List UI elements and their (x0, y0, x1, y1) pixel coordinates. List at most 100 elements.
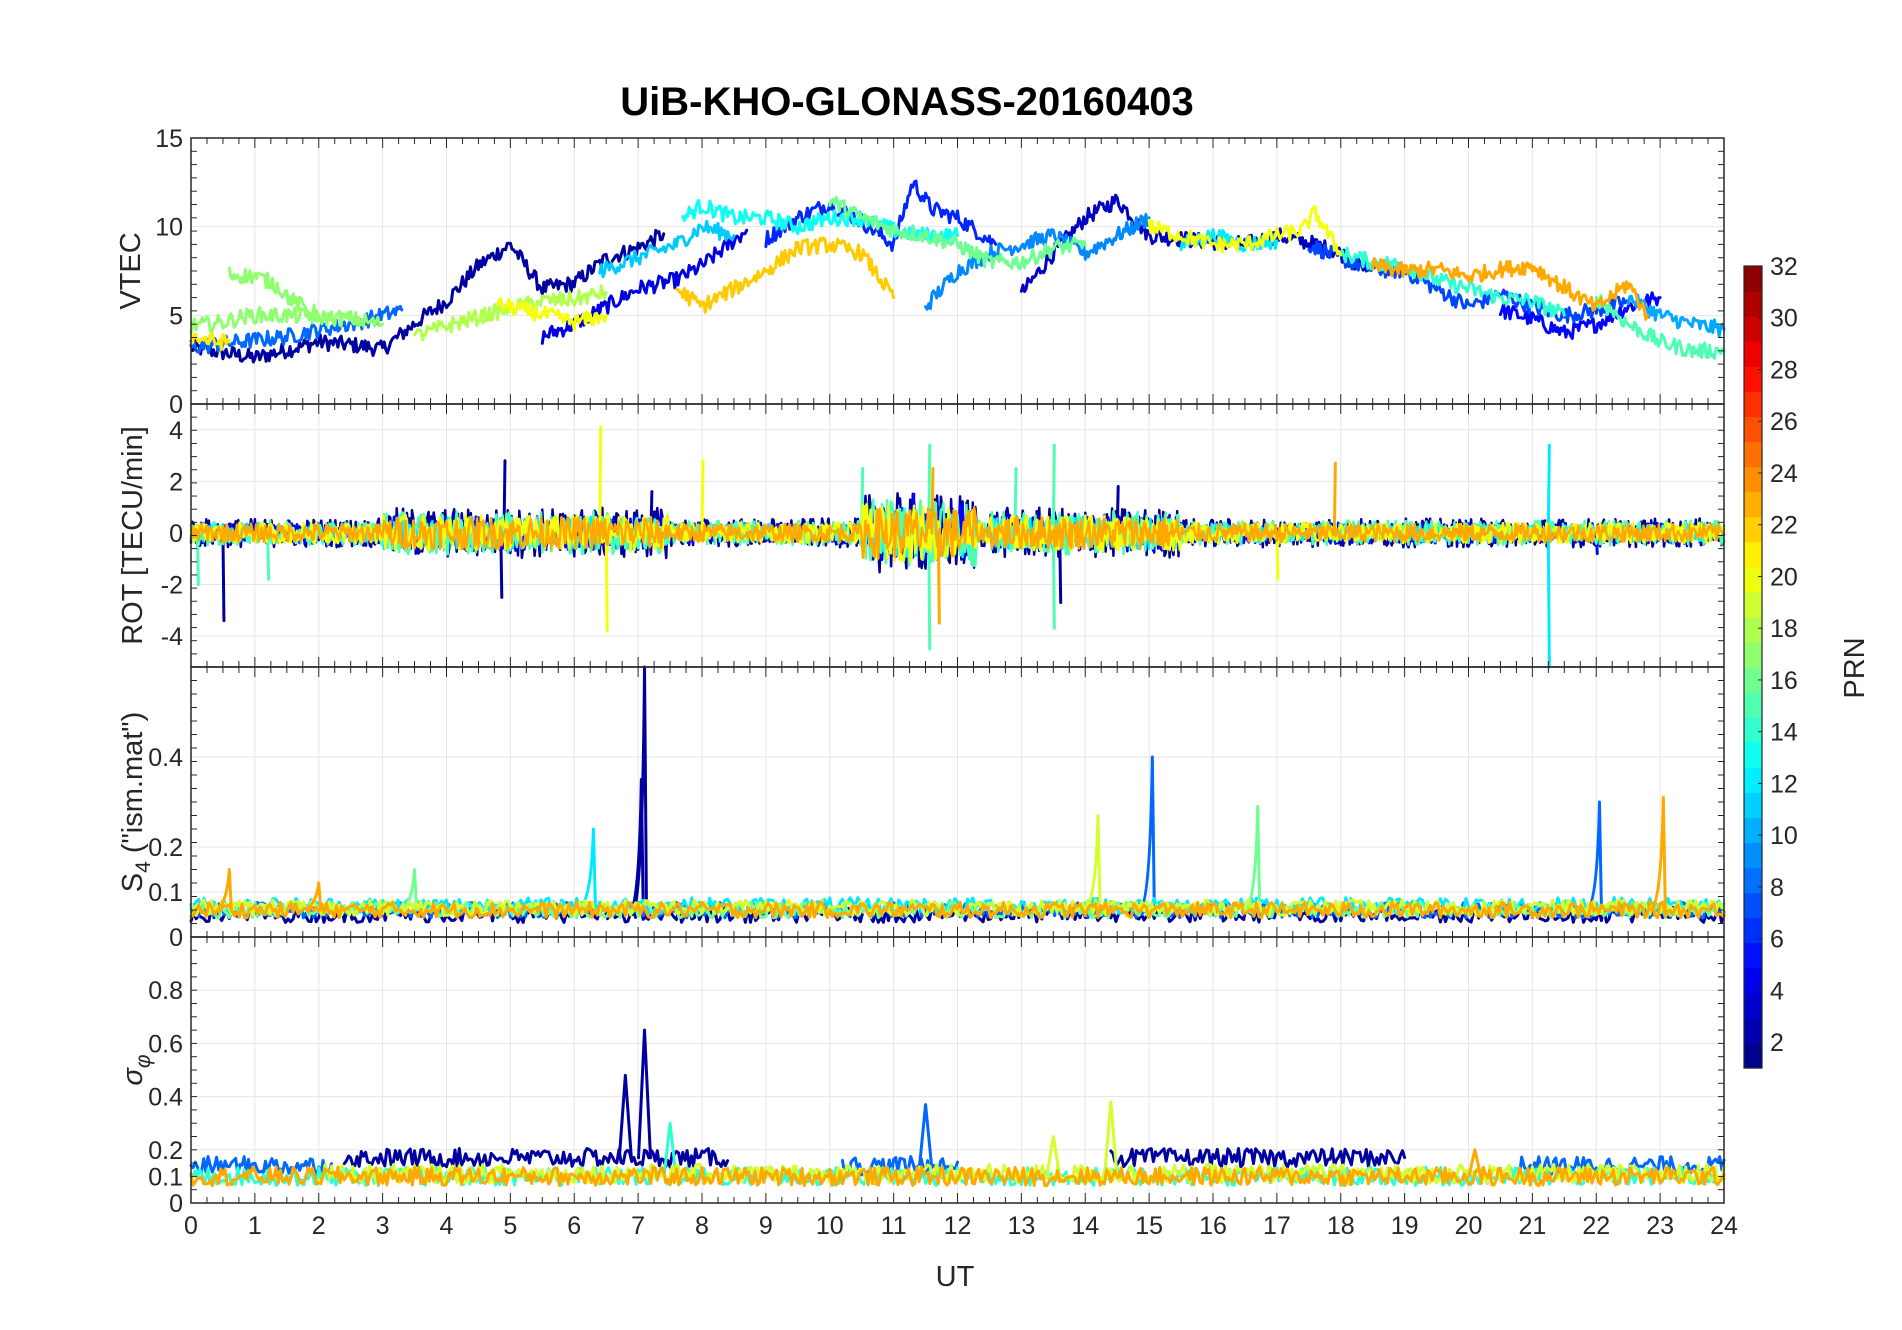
x-tick-label: 16 (1199, 1212, 1227, 1240)
x-tick-label: 14 (1071, 1212, 1099, 1240)
y-tick-label: -2 (161, 571, 183, 599)
x-tick-label: 4 (440, 1212, 454, 1240)
rot-spike (1051, 443, 1056, 535)
colorbar-label: PRN (1839, 637, 1871, 698)
panel-data (189, 179, 1726, 364)
colorbar-swatch (1744, 266, 1762, 292)
colorbar-swatch (1744, 792, 1762, 818)
colorbar-tick-label: 6 (1770, 926, 1784, 954)
rot-spike (700, 459, 705, 535)
panel-data (189, 425, 1726, 669)
y-axis-title-vtec: VTEC (115, 232, 147, 309)
y-tick-label: 0 (169, 924, 183, 952)
sigma-spike (918, 1103, 934, 1168)
y-axis-title-sub: φ (132, 1054, 155, 1068)
colorbar-swatch (1744, 917, 1762, 944)
panel-grid (190, 667, 1725, 938)
colorbar-swatch (1744, 892, 1762, 919)
x-tick-label: 22 (1582, 1212, 1610, 1240)
x-tick-label: 1 (248, 1212, 262, 1240)
panel-data (189, 1028, 1726, 1188)
figure-title: UiB-KHO-GLONASS-20160403 (620, 80, 1194, 124)
x-tick-label: 8 (695, 1212, 709, 1240)
y-tick-label: 2 (169, 468, 183, 496)
x-tick-label: 7 (631, 1212, 645, 1240)
vtec-series-prn-2 (189, 228, 666, 364)
colorbar-tick-label: 4 (1770, 977, 1784, 1005)
rot-series-prn-23 (189, 506, 1726, 560)
sigma-series-prn-2 (1109, 1147, 1407, 1169)
colorbar-tick-label: 12 (1770, 770, 1798, 798)
vtec-series-prn-3 (1019, 193, 1368, 293)
y-tick-label: 0 (169, 520, 183, 548)
colorbar-swatch (1744, 817, 1762, 844)
colorbar-swatch (1744, 291, 1762, 317)
x-tick-label: 10 (816, 1212, 844, 1240)
x-axis: UT 0 1 2 3 4 5 6 7 8 9 10 11 12 13 14 15 16 17 18 19 20 21 22 2… (184, 1212, 1738, 1293)
colorbar-swatch (1744, 441, 1762, 468)
rot-spike (1051, 531, 1056, 630)
colorbar-swatch (1744, 1017, 1762, 1044)
y-tick-label: 5 (169, 302, 183, 330)
colorbar-swatch (1744, 717, 1762, 743)
x-tick-label: 18 (1327, 1212, 1355, 1240)
x-tick-label: 0 (184, 1212, 198, 1240)
colorbar-tick-label: 26 (1770, 408, 1798, 436)
colorbar-swatch (1744, 1042, 1762, 1069)
x-tick-label: 6 (567, 1212, 581, 1240)
colorbar-frame (1743, 265, 1763, 1069)
x-tick-label: 9 (759, 1212, 773, 1240)
colorbar-swatch (1744, 341, 1762, 367)
colorbar-swatch (1744, 842, 1762, 869)
vtec-series-prn-20 (1147, 205, 1343, 257)
colorbar-swatch (1744, 967, 1762, 994)
panel-ticks (190, 666, 1725, 938)
y-tick-label: 4 (169, 417, 183, 445)
x-tick-label: 5 (503, 1212, 517, 1240)
y-axis-title-sigma_phi: σφ (117, 1054, 155, 1086)
colorbar-swatch (1744, 391, 1762, 417)
rot-spike (927, 531, 932, 651)
x-tick-label: 17 (1263, 1212, 1291, 1240)
colorbar-tick-label: 16 (1770, 667, 1798, 695)
s4-spike (305, 881, 323, 912)
y-axis-title-main: S (117, 873, 149, 892)
vtec-series-prn-17 (227, 266, 321, 323)
sigma-spike (1045, 1135, 1061, 1176)
y-axis-title-rest: ("ism.mat") (117, 712, 149, 861)
s4-series-prn-23 (189, 900, 1726, 920)
panel-rot: -4 -2 0 2 4 ROT [TECU/min] (117, 403, 1726, 669)
y-tick-label: 0.1 (148, 1163, 183, 1191)
panel-sigma_phi: 00.10.2 0.4 0.6 0.8 σφ (117, 936, 1726, 1218)
colorbar-tick-label: 14 (1770, 719, 1798, 747)
vtec-series-prn-15 (1594, 294, 1726, 360)
colorbar-tick-label: 32 (1770, 253, 1798, 281)
rot-spike (598, 425, 603, 535)
s4-spike (579, 827, 597, 907)
colorbar-swatch (1744, 641, 1762, 668)
y-axis-title-rot: ROT [TECU/min] (117, 426, 149, 645)
colorbar-swatch (1744, 416, 1762, 443)
rot-spike (930, 466, 935, 535)
y-axis-title-main: σ (117, 1067, 149, 1086)
rot-spike (221, 531, 226, 623)
s4-spike (1649, 796, 1667, 912)
sigma-spike (637, 1028, 653, 1160)
colorbar-swatch (1744, 591, 1762, 618)
vtec-series-prn-23 (1371, 257, 1649, 321)
rot-spike (936, 531, 941, 625)
vtec-series-prn-10 (1626, 293, 1726, 338)
rot-spike (1546, 443, 1551, 535)
colorbar-swatch (1744, 466, 1762, 493)
x-tick-label: 24 (1710, 1212, 1738, 1240)
colorbar-swatch (1744, 366, 1762, 392)
colorbar-swatch (1744, 491, 1762, 518)
y-tick-label: 0.1 (148, 879, 183, 907)
colorbar-swatch (1744, 867, 1762, 894)
s4-spike (1585, 800, 1603, 912)
sigma-spike (662, 1121, 678, 1178)
colorbar-tick-label: 10 (1770, 822, 1798, 850)
colorbar-swatch (1744, 992, 1762, 1019)
